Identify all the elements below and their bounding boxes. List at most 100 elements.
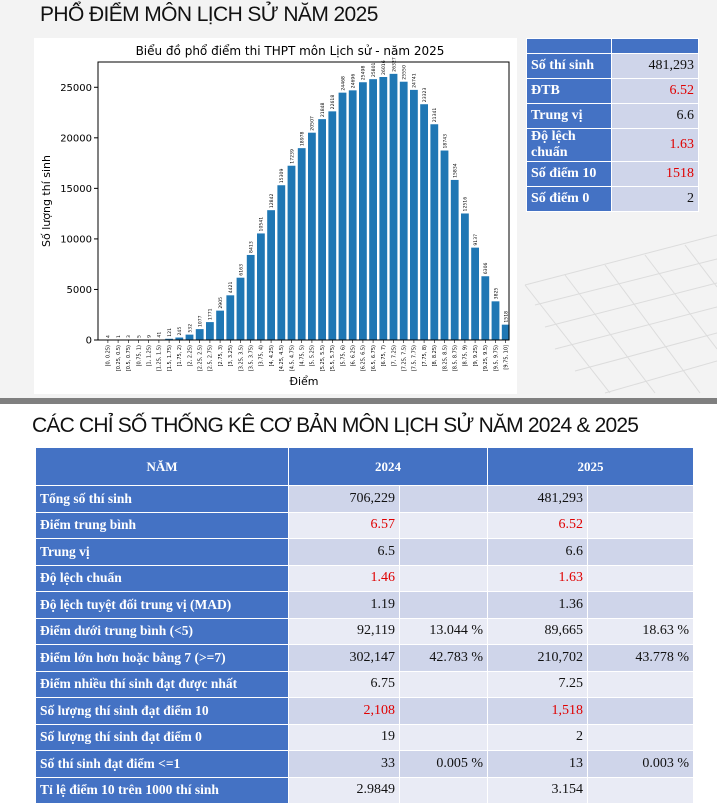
value-2024: 6.5	[288, 538, 400, 566]
x-tick-label: [8.75, 9)	[463, 345, 469, 366]
value-2024: 2.9849	[288, 776, 400, 804]
table-row: Số lượng thí sinh đạt điểm 0 19 2	[35, 723, 694, 751]
value-2025: 89,665	[487, 617, 588, 645]
percent-2024: 42.783 %	[399, 644, 488, 672]
x-tick-label: [3.25, 3.5)	[238, 345, 244, 371]
percent-2024	[399, 485, 488, 513]
header-year: NĂM	[35, 447, 289, 486]
histogram-bar	[165, 338, 173, 340]
value-2025: 1.36	[487, 591, 588, 619]
x-tick-label: [6.5, 6.75)	[371, 345, 377, 371]
row-label: Tổng số thí sinh	[35, 485, 289, 513]
bar-value-label: 9	[147, 335, 153, 338]
bar-value-label: 10541	[259, 217, 265, 232]
summary-row: Trung vị 6.6	[526, 103, 700, 129]
value-2024: 92,119	[288, 617, 400, 645]
chart-title: Biểu đồ phổ điểm thi THPT môn Lịch sử - …	[136, 44, 445, 58]
bar-value-label: 18978	[300, 131, 306, 146]
stats-comparison-table: NĂM 2024 2025 Tổng số thí sinh 706,229 481…	[35, 447, 694, 804]
y-tick-label: 15000	[60, 184, 92, 195]
value-2024: 19	[288, 723, 400, 751]
percent-2025	[587, 511, 694, 539]
summary-label: Trung vị	[526, 103, 612, 129]
bars	[104, 73, 510, 341]
x-axis: [0, 0.25) [0.25, 0.5) [0.5, 0.75) [0.75, 1)…	[106, 340, 510, 371]
y-tick-label: 20000	[60, 133, 92, 144]
row-label: Số lượng thí sinh đạt điểm 10	[35, 697, 289, 725]
histogram-bar	[399, 81, 408, 341]
bar-value-label: 2905	[218, 297, 224, 309]
percent-2024	[399, 776, 488, 804]
table-row: Tổng số thí sinh 706,229 481,293	[35, 485, 694, 513]
percent-2025: 43.778 %	[587, 644, 694, 672]
x-tick-label: [3.5, 3.75)	[249, 345, 255, 371]
row-label: Tỉ lệ điểm 10 trên 1000 thí sinh	[35, 776, 289, 804]
histogram-bar	[420, 104, 428, 340]
row-label: Điểm nhiều thí sinh đạt được nhất	[35, 670, 289, 698]
bar-value-label: 26016	[381, 60, 387, 75]
histogram-bar	[481, 276, 490, 340]
x-tick-label: [0.5, 0.75)	[126, 345, 132, 371]
summary-value: 1.63	[610, 128, 700, 162]
percent-2024: 0.005 %	[399, 750, 488, 778]
summary-label: Độ lệch chuẩn	[526, 128, 612, 162]
percent-2025: 0.003 %	[587, 750, 694, 778]
row-label: Trung vị	[35, 538, 289, 566]
bar-value-label: 1077	[198, 315, 204, 327]
histogram-bar	[440, 150, 449, 340]
histogram-panel: Biểu đồ phổ điểm thi THPT môn Lịch sử - …	[34, 38, 517, 394]
value-2024: 6.57	[288, 511, 400, 539]
bar-value-label: 24468	[340, 76, 346, 91]
x-tick-label: [7.75, 8)	[422, 345, 428, 366]
bar-value-label: 8413	[249, 241, 255, 253]
bar-value-label: 22618	[330, 95, 336, 110]
summary-label: ĐTB	[526, 78, 612, 104]
bar-value-label: 121	[167, 328, 173, 337]
y-tick-label: 25000	[60, 83, 92, 94]
value-2024: 2,108	[288, 697, 400, 725]
histogram-bar	[359, 82, 367, 340]
histogram-bar	[185, 334, 194, 340]
histogram-bar	[461, 213, 469, 340]
bar-value-label: 20507	[310, 116, 316, 131]
y-tick-label: 0	[86, 336, 92, 347]
table-header-row: NĂM 2024 2025	[35, 447, 694, 486]
y-tick-label: 5000	[67, 285, 92, 296]
percent-2025	[587, 697, 694, 725]
x-tick-label: [3, 3.25)	[228, 345, 234, 366]
bar-value-label: 532	[187, 324, 193, 333]
summary-header-row	[526, 38, 700, 54]
x-tick-label: [8, 8.25)	[432, 345, 438, 366]
bar-value-label: 12842	[269, 193, 275, 208]
x-tick-label: [9, 9.25)	[473, 345, 479, 366]
summary-value: 6.52	[610, 78, 700, 104]
histogram-bar	[501, 324, 510, 340]
y-axis-label: Số lượng thí sinh	[40, 155, 53, 247]
value-2025: 210,702	[487, 644, 588, 672]
x-tick-label: [0.25, 0.5)	[116, 345, 122, 371]
percent-2024	[399, 723, 488, 751]
value-2025: 6.6	[487, 538, 588, 566]
bar-value-label: 1	[116, 335, 122, 338]
row-label: Điểm dưới trung bình (<5)	[35, 617, 289, 645]
value-2025: 6.52	[487, 511, 588, 539]
bar-value-label: 3825	[493, 288, 499, 300]
x-tick-label: [7.5, 7.75)	[412, 345, 418, 371]
table-row: Điểm lớn hơn hoặc bằng 7 (>=7) 302,147 42.…	[35, 644, 694, 672]
x-tick-label: [4.75, 5)	[300, 345, 306, 366]
x-tick-label: [2, 2.25)	[187, 345, 193, 366]
row-label: Số thí sinh đạt điểm <=1	[35, 750, 289, 778]
histogram-bar	[430, 124, 439, 340]
bar-value-label: 21341	[432, 108, 438, 123]
summary-header-cell	[610, 38, 700, 54]
histogram-bar	[450, 179, 459, 340]
x-tick-label: [5.25, 5.5)	[320, 345, 326, 371]
table-row: Độ lệch chuẩn 1.46 1.63	[35, 564, 694, 592]
value-2024: 302,147	[288, 644, 400, 672]
value-2025: 13	[487, 750, 588, 778]
histogram-bar	[328, 111, 337, 340]
x-tick-label: [7, 7.25)	[391, 345, 397, 366]
percent-2025	[587, 670, 694, 698]
bar-value-label: 41	[157, 332, 163, 338]
value-2025: 1.63	[487, 564, 588, 592]
